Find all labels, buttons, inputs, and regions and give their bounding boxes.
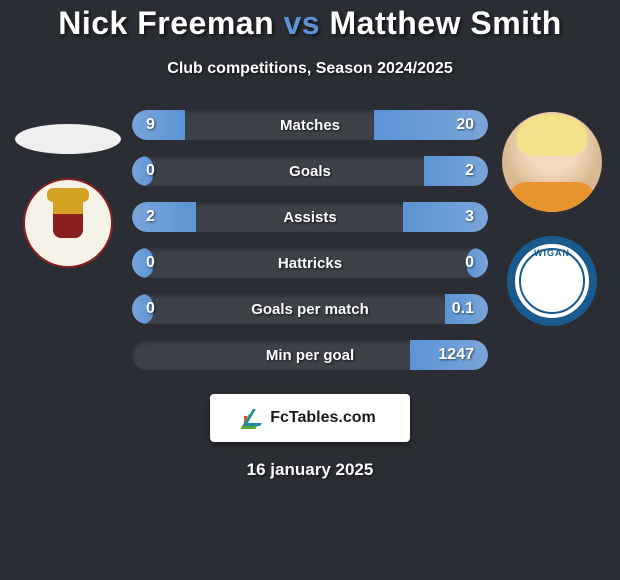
comparison-infographic: Nick Freeman vs Matthew Smith Club compe… bbox=[0, 0, 620, 580]
player2-photo bbox=[502, 112, 602, 212]
player1-name: Nick Freeman bbox=[58, 5, 274, 41]
player2-club-badge bbox=[507, 236, 597, 326]
stat-label: Goals per match bbox=[132, 294, 488, 324]
subtitle: Club competitions, Season 2024/2025 bbox=[0, 60, 620, 78]
vs-text: vs bbox=[284, 5, 321, 41]
stat-row: 23Assists bbox=[132, 202, 488, 232]
stat-label: Min per goal bbox=[132, 340, 488, 370]
stat-label: Matches bbox=[132, 110, 488, 140]
stat-row: 920Matches bbox=[132, 110, 488, 140]
player1-club-badge bbox=[23, 178, 113, 268]
stat-row: 00.1Goals per match bbox=[132, 294, 488, 324]
branding-text: FcTables.com bbox=[270, 409, 376, 427]
page-title: Nick Freeman vs Matthew Smith bbox=[0, 5, 620, 42]
stat-label: Hattricks bbox=[132, 248, 488, 278]
date-text: 16 january 2025 bbox=[0, 460, 620, 480]
left-player-column bbox=[8, 110, 128, 386]
player2-name: Matthew Smith bbox=[329, 5, 561, 41]
stat-row: 1247Min per goal bbox=[132, 340, 488, 370]
stat-bars: 920Matches 02Goals 23Assists 00Hattricks 00.… bbox=[128, 110, 492, 386]
right-player-column bbox=[492, 110, 612, 386]
stat-row: 02Goals bbox=[132, 156, 488, 186]
branding-box: FcTables.com bbox=[210, 394, 410, 442]
stat-label: Goals bbox=[132, 156, 488, 186]
player1-photo bbox=[15, 124, 121, 154]
comparison-area: 920Matches 02Goals 23Assists 00Hattricks 00.… bbox=[0, 110, 620, 386]
stat-row: 00Hattricks bbox=[132, 248, 488, 278]
brand-chart-icon bbox=[244, 408, 264, 428]
stat-label: Assists bbox=[132, 202, 488, 232]
